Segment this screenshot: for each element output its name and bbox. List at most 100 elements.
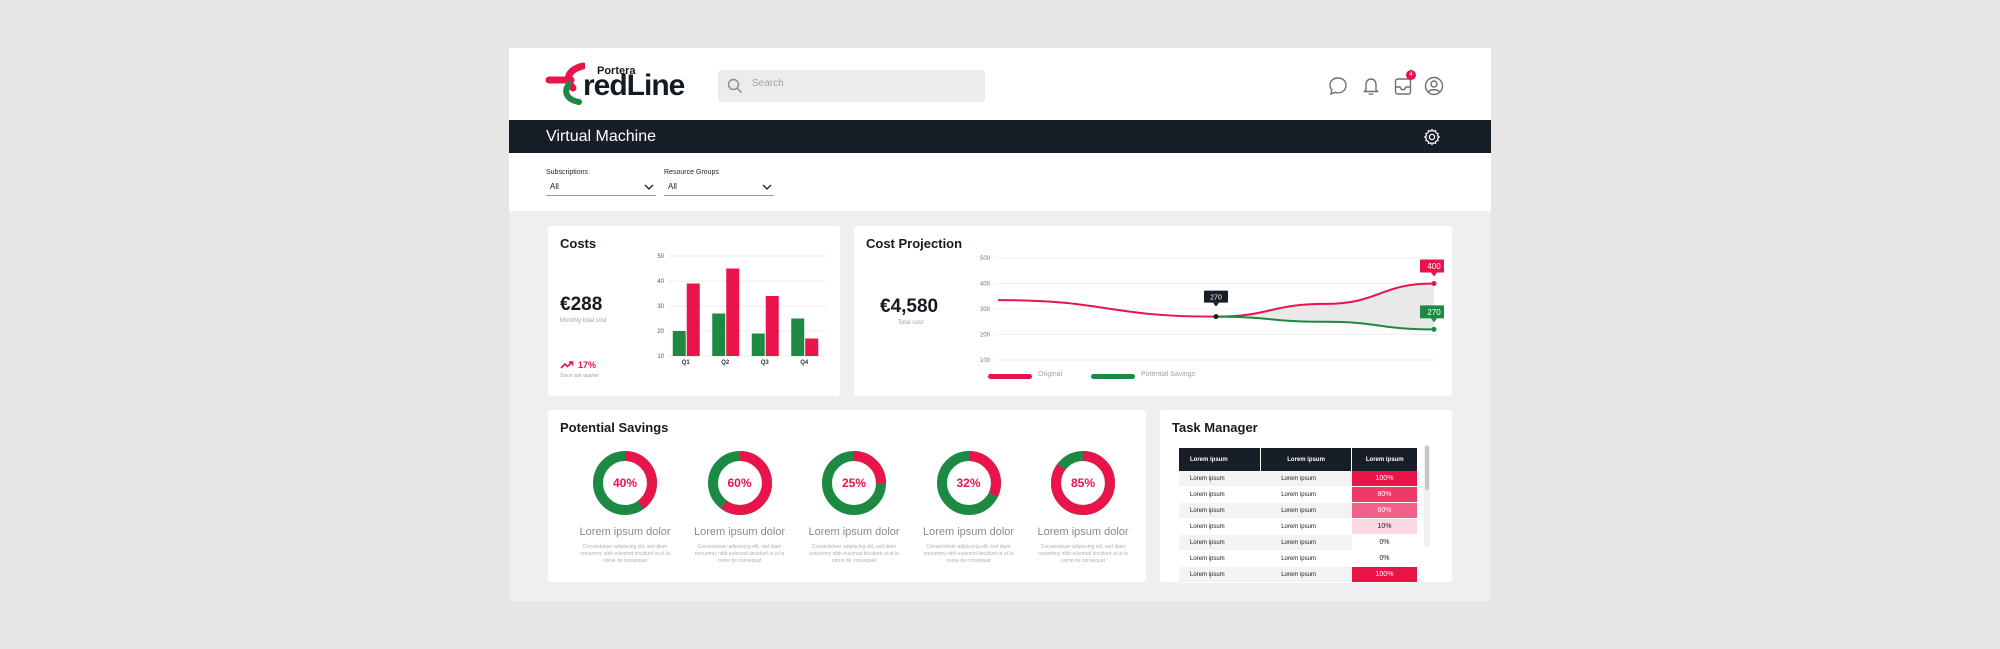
table-row[interactable]: Lorem ipsum Lorem ipsum 10%: [1179, 518, 1417, 535]
projection-amount: €4,580: [880, 296, 939, 317]
logo-text: redLine: [583, 69, 685, 102]
resource-groups-value: All: [668, 182, 677, 191]
legend-savings-label: Potential Savings: [1141, 371, 1196, 378]
bell-icon[interactable]: [1360, 75, 1382, 97]
scrollbar-thumb[interactable]: [1425, 446, 1429, 490]
table-row[interactable]: Lorem ipsum Lorem ipsum 60%: [1179, 502, 1417, 519]
resource-groups-select[interactable]: All: [664, 181, 774, 196]
savings-series-line[interactable]: [1215, 315, 1435, 331]
chevron-down-icon: [644, 184, 654, 190]
savings-description: Consectetuer adipiscing elit, sed diam n…: [923, 544, 1014, 564]
subscriptions-select[interactable]: All: [546, 181, 656, 196]
table-cell: Lorem ipsum: [1260, 534, 1352, 551]
bar[interactable]: [686, 283, 700, 357]
task-manager-title: Task Manager: [1172, 420, 1258, 435]
data-point[interactable]: [1431, 326, 1437, 332]
savings-donut: 25%: [821, 450, 887, 516]
savings-gap-area: [1216, 283, 1434, 330]
potential-savings-card: Potential Savings 40% Lorem ipsum dolor Co…: [548, 410, 1146, 582]
table-row[interactable]: Lorem ipsum Lorem ipsum 100%: [1179, 471, 1417, 487]
task-table-header: Lorem ipsum Lorem ipsum Lorem ipsum: [1179, 448, 1417, 471]
bar[interactable]: [765, 296, 779, 356]
task-percent-cell: 0%: [1351, 534, 1417, 551]
savings-description: Consectetuer adipiscing elit, sed diam n…: [580, 544, 670, 564]
cost-projection-card: Cost Projection €4,580 Total cost 100 200…: [854, 226, 1452, 396]
task-column-header[interactable]: Lorem ipsum: [1259, 448, 1352, 471]
savings-item: 40% Lorem ipsum dolor Consectetuer adipisc…: [568, 450, 682, 565]
table-cell: Lorem ipsum: [1179, 471, 1261, 487]
chevron-down-icon: [762, 184, 772, 190]
costs-title: Costs: [560, 236, 597, 251]
savings-donut-chart: [822, 451, 886, 515]
y-tick-label: 20: [657, 329, 664, 335]
bar[interactable]: [791, 318, 805, 357]
bar[interactable]: [712, 313, 726, 357]
table-cell: Lorem ipsum: [1179, 486, 1261, 503]
task-scrollbar[interactable]: [1424, 444, 1430, 547]
savings-label: Lorem ipsum dolor: [579, 526, 671, 538]
tasks-icon[interactable]: 4: [1392, 70, 1416, 97]
end-label-box: [1420, 259, 1444, 273]
end-value-label: 400: [1427, 262, 1441, 271]
logo-mark-icon: [545, 62, 585, 105]
subscriptions-filter: Subscriptions All: [546, 169, 656, 196]
logo[interactable]: Portera redLine TM: [545, 62, 730, 108]
bar[interactable]: [726, 268, 740, 357]
savings-percent: 40%: [612, 476, 638, 490]
cost-projection-line-chart: 100 200 300 400 500 270 400 270: [980, 256, 1444, 364]
table-row[interactable]: Lorem ipsum Lorem ipsum 0%: [1179, 534, 1417, 551]
logo-brand-text: Portera: [597, 65, 636, 77]
table-row[interactable]: Lorem ipsum Lorem ipsum 100%: [1179, 566, 1417, 583]
settings-gear-icon[interactable]: [1423, 128, 1441, 146]
potential-savings-title: Potential Savings: [560, 420, 669, 435]
savings-description: Consectetuer adipiscing elit, sed diam n…: [809, 544, 899, 564]
user-icon[interactable]: [1423, 75, 1445, 97]
page-title: Virtual Machine: [546, 128, 656, 145]
savings-percent: 85%: [1070, 476, 1096, 490]
legend-savings-swatch: [1091, 374, 1135, 379]
savings-label: Lorem ipsum dolor: [1037, 526, 1129, 538]
data-point[interactable]: [1431, 281, 1437, 286]
savings-label: Lorem ipsum dolor: [808, 526, 900, 538]
data-point[interactable]: [1213, 314, 1219, 320]
savings-item: 25% Lorem ipsum dolor Consectetuer adipisc…: [797, 450, 911, 565]
end-value-label: 270: [1427, 308, 1441, 317]
table-row[interactable]: Lorem ipsum Lorem ipsum 80%: [1179, 486, 1417, 503]
bar[interactable]: [805, 338, 819, 357]
search-box[interactable]: [718, 70, 985, 102]
search-input[interactable]: [750, 77, 974, 90]
app-window: Portera redLine TM 4: [509, 48, 1491, 601]
tooltip-label: 270: [1210, 295, 1222, 302]
costs-bar-chart: 10 20 30 40 50 Q1 Q2 Q3 Q4: [657, 254, 826, 366]
x-tick-label: Q3: [761, 360, 770, 366]
legend-original-swatch: [988, 374, 1032, 379]
savings-percent: 25%: [841, 476, 867, 490]
savings-description: Consectetuer adipiscing elit, sed diam n…: [694, 544, 785, 564]
savings-description: Consectetuer adipiscing elit, sed diam n…: [1038, 544, 1128, 564]
table-row[interactable]: Lorem ipsum Lorem ipsum 0%: [1179, 550, 1417, 567]
resource-groups-filter: Resource Groups All: [664, 169, 774, 196]
task-column-header[interactable]: Lorem ipsum: [1179, 448, 1261, 471]
original-series-line[interactable]: [997, 282, 1435, 318]
savings-donut-chart: [593, 451, 657, 515]
resource-groups-label: Resource Groups: [664, 169, 719, 176]
y-tick-label: 50: [657, 254, 664, 260]
savings-item: 60% Lorem ipsum dolor Consectetuer adipisc…: [683, 450, 797, 565]
y-tick-label: 40: [657, 279, 664, 285]
task-percent-cell: 0%: [1351, 550, 1417, 567]
subscriptions-label: Subscriptions: [546, 169, 589, 176]
table-cell: Lorem ipsum: [1260, 518, 1352, 535]
notification-badge: 4: [1406, 70, 1416, 80]
table-cell: Lorem ipsum: [1260, 502, 1352, 519]
filter-bar: Subscriptions All Resource Groups All: [509, 153, 1491, 211]
task-percent-cell: 100%: [1351, 566, 1417, 583]
task-percent-cell: 80%: [1351, 486, 1417, 503]
donut-value-arc: [936, 451, 1001, 515]
task-column-header[interactable]: Lorem ipsum: [1351, 448, 1417, 471]
bar[interactable]: [751, 333, 765, 357]
chat-icon[interactable]: [1327, 75, 1349, 97]
table-cell: Lorem ipsum: [1179, 518, 1261, 535]
y-tick-label: 500: [980, 256, 991, 262]
bar[interactable]: [672, 331, 686, 356]
task-percent-cell: 60%: [1351, 502, 1417, 519]
